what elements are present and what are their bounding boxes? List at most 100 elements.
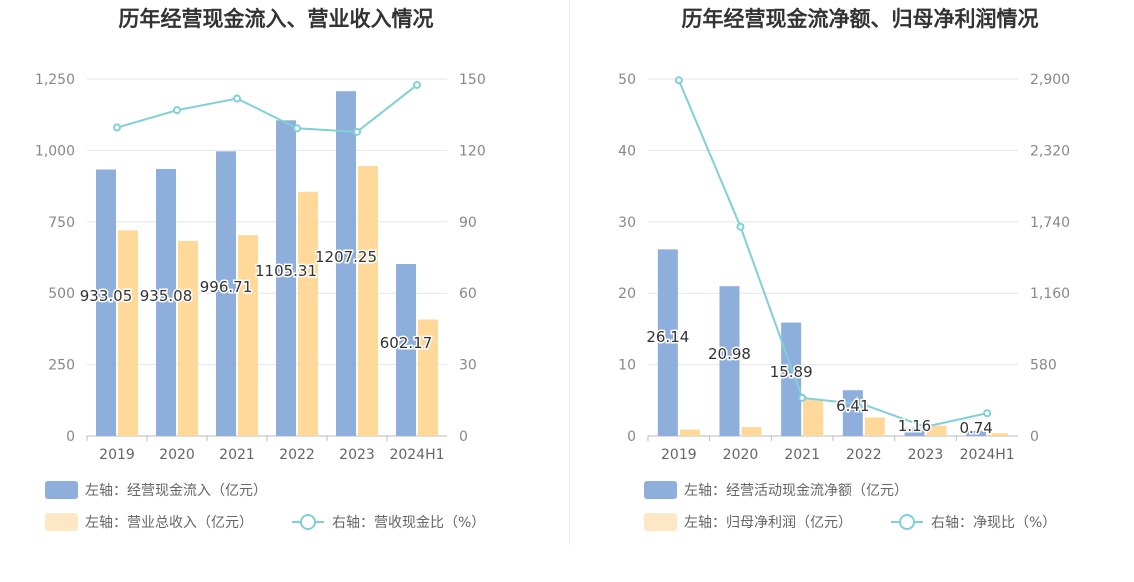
- x-axis-tick: 2021: [784, 447, 820, 463]
- bar-secondary-2023: [358, 166, 378, 436]
- data-label: 1207.25: [315, 248, 377, 266]
- line-point-2019: [113, 123, 121, 132]
- bar-secondary-2020: [178, 240, 198, 436]
- left-axis-tick: 500: [48, 286, 75, 302]
- line-point-2023: [921, 422, 930, 431]
- x-axis-tick: 2024H1: [389, 447, 444, 463]
- line-point-2020: [736, 222, 745, 231]
- right-axis-tick: 60: [459, 286, 477, 302]
- line-point-2023: [353, 127, 361, 136]
- line-point-2022: [293, 124, 301, 133]
- x-axis-tick: 2019: [661, 447, 697, 463]
- line-point-2019: [674, 76, 683, 85]
- data-label: 26.14: [646, 328, 689, 346]
- bar-secondary-2022: [864, 417, 885, 436]
- left-axis-tick: 40: [618, 143, 636, 159]
- left-axis-tick: 10: [618, 358, 636, 374]
- data-label: 935.08: [140, 287, 193, 305]
- bar-secondary-2020: [741, 427, 762, 436]
- legend-label-primary: 左轴：经营活动现金流净额（亿元）: [684, 483, 908, 499]
- data-label: 933.05: [80, 287, 133, 305]
- legend-label-line: 右轴：营收现金比（%）: [332, 515, 485, 531]
- right-axis-tick: 1,160: [1030, 286, 1070, 302]
- right-axis-tick: 0: [1030, 429, 1039, 445]
- data-label: 602.17: [380, 334, 433, 352]
- left-axis-tick: 30: [618, 215, 636, 231]
- bar-primary-2020: [719, 286, 740, 436]
- right-axis-tick: 90: [459, 215, 477, 231]
- legend-swatch-primary: [644, 481, 677, 499]
- x-axis-tick: 2024H1: [960, 447, 1015, 463]
- bar-primary-2023: [336, 91, 356, 436]
- bar-secondary-2019: [118, 230, 138, 436]
- left-axis-tick: 20: [618, 286, 636, 302]
- ratio-line: [677, 79, 988, 428]
- data-label: 20.98: [708, 345, 751, 363]
- x-axis-tick: 2021: [219, 447, 255, 463]
- legend-swatch-line-marker: [300, 514, 316, 530]
- data-label: 996.71: [200, 278, 253, 296]
- legend-swatch-secondary: [45, 513, 78, 531]
- bar-secondary-2023: [926, 425, 947, 436]
- right-axis-tick: 1,740: [1030, 215, 1070, 231]
- x-axis-tick: 2023: [339, 447, 375, 463]
- chart-title: 历年经营现金流净额、归母净利润情况: [682, 7, 1039, 31]
- left-axis-tick: 0: [66, 429, 75, 445]
- left-axis-tick: 0: [627, 429, 636, 445]
- bar-secondary-2024H1: [418, 319, 438, 436]
- data-label: 15.89: [770, 363, 813, 381]
- x-axis-tick: 2023: [908, 447, 944, 463]
- data-label: 6.41: [836, 397, 869, 415]
- bar-primary-2019: [96, 169, 116, 436]
- legend-swatch-line-marker: [899, 514, 915, 530]
- bar-primary-2024H1: [966, 430, 987, 436]
- left-axis-tick: 1,000: [35, 143, 75, 159]
- bar-primary-2021: [216, 151, 236, 436]
- left-axis-tick: 250: [48, 358, 75, 374]
- line-point-2020: [173, 106, 181, 115]
- legend-label-primary: 左轴：经营现金流入（亿元）: [85, 483, 267, 499]
- legend-swatch-primary: [45, 481, 78, 499]
- x-axis-tick: 2019: [99, 447, 135, 463]
- legend-label-line: 右轴：净现比（%）: [931, 515, 1056, 531]
- bar-secondary-2022: [298, 191, 318, 436]
- bar-primary-2022: [842, 390, 863, 436]
- line-point-2021: [798, 393, 807, 402]
- left-axis-tick: 750: [48, 215, 75, 231]
- line-point-2024H1: [983, 409, 992, 418]
- bar-primary-2023: [904, 427, 925, 436]
- bar-secondary-2021: [238, 235, 258, 436]
- x-axis-tick: 2022: [279, 447, 315, 463]
- legend-label-secondary: 左轴：归母净利润（亿元）: [684, 514, 852, 531]
- bar-primary-2022: [276, 120, 296, 437]
- chart-title: 历年经营现金流入、营业收入情况: [119, 7, 434, 31]
- x-axis-tick: 2020: [159, 447, 195, 463]
- right-axis-tick: 2,900: [1030, 72, 1070, 88]
- ratio-line: [116, 84, 418, 133]
- bar-secondary-2024H1: [988, 433, 1009, 436]
- bar-primary-2019: [657, 249, 678, 436]
- x-axis-tick: 2022: [846, 447, 882, 463]
- right-axis-tick: 30: [459, 358, 477, 374]
- bar-secondary-2019: [679, 429, 700, 436]
- panel-divider: [569, 0, 570, 545]
- x-axis-tick: 2020: [723, 447, 759, 463]
- legend-swatch-secondary: [644, 513, 677, 531]
- line-point-2021: [233, 94, 241, 103]
- data-label: 1105.31: [255, 262, 317, 280]
- bar-primary-2020: [156, 168, 176, 436]
- line-point-2022: [859, 400, 868, 409]
- bar-primary-2024H1: [396, 264, 416, 436]
- left-axis-tick: 50: [618, 72, 636, 88]
- left-axis-tick: 1,250: [35, 72, 75, 88]
- right-axis-tick: 580: [1030, 358, 1057, 374]
- bar-secondary-2021: [803, 399, 824, 436]
- legend-label-secondary: 左轴：营业总收入（亿元）: [85, 515, 253, 531]
- right-axis-tick: 120: [459, 143, 486, 159]
- right-axis-tick: 150: [459, 72, 486, 88]
- right-axis-tick: 0: [459, 429, 468, 445]
- line-point-2024H1: [413, 80, 421, 89]
- data-label: 0.74: [959, 419, 992, 437]
